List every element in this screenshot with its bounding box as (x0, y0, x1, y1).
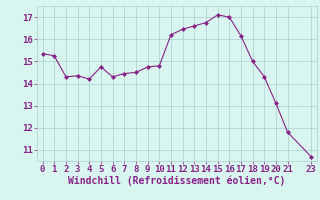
X-axis label: Windchill (Refroidissement éolien,°C): Windchill (Refroidissement éolien,°C) (68, 176, 285, 186)
